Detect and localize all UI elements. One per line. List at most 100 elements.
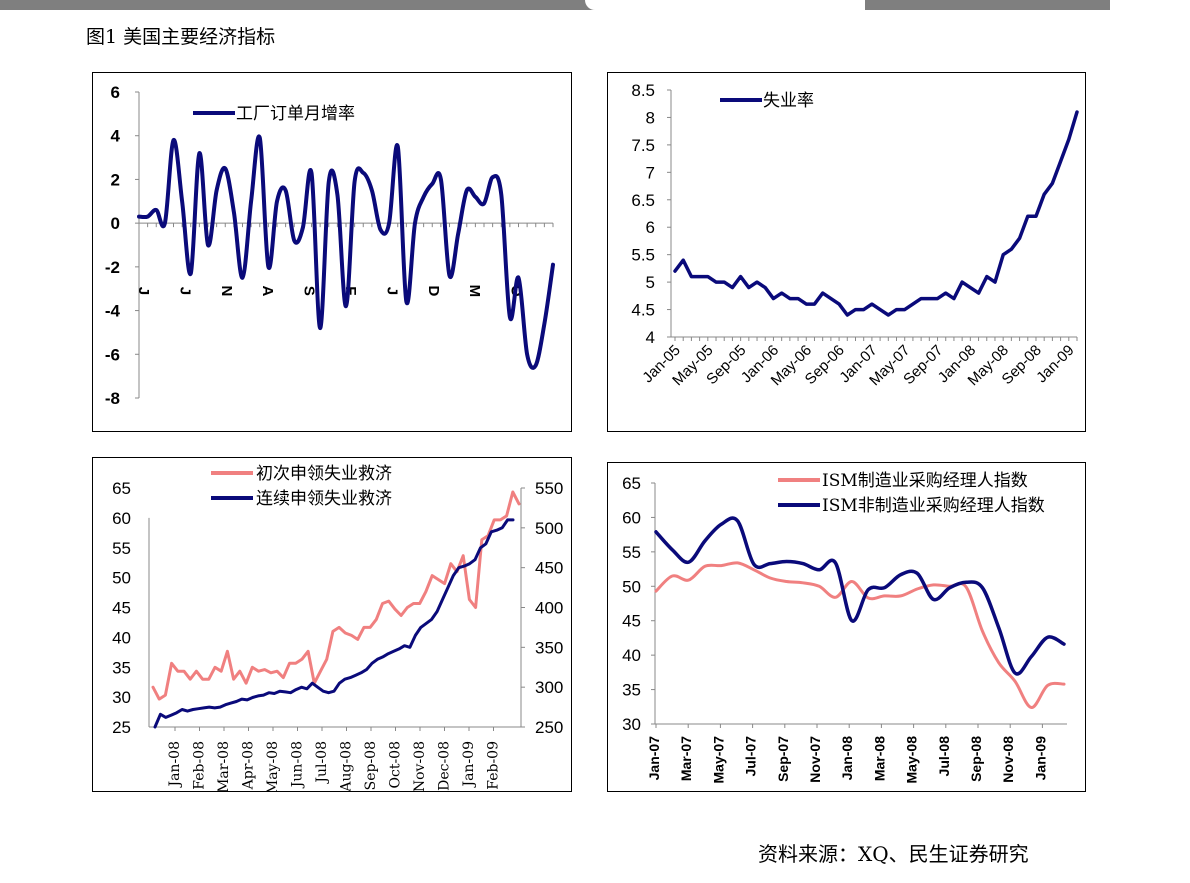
x-tick-label: Sep-08 <box>363 741 379 790</box>
x-tick-label: Nov-07 <box>807 736 823 783</box>
x-tick-label: N <box>218 285 235 296</box>
header-tab <box>585 0 865 10</box>
x-tick-label: Apr-08 <box>241 741 257 790</box>
x-tick-label: Feb-09 <box>486 741 502 790</box>
figure-title: 图1 美国主要经济指标 <box>86 26 276 48</box>
y-left-tick-label: 35 <box>112 658 131 677</box>
y-left-tick-label: 30 <box>112 688 131 707</box>
y-left-tick-label: 55 <box>112 539 131 558</box>
legend-label-initial: 初次申领失业救济 <box>256 464 392 484</box>
y-tick-label: 5 <box>646 273 655 292</box>
y-tick-label: 4 <box>111 127 121 146</box>
y-right-tick-label: 450 <box>535 559 563 578</box>
x-tick-label: Jan-09 <box>1033 342 1077 386</box>
y-tick-label: 45 <box>622 612 641 631</box>
x-tick-label: Jan-09 <box>461 741 477 789</box>
x-tick-label: Dec-08 <box>437 741 453 791</box>
y-tick-label: 7.5 <box>631 136 655 155</box>
panel-ism-indices: 30 35 40 45 50 55 60 65 Jan-07 Mar-07 May-07 Jul-07… <box>607 462 1086 792</box>
x-tick-label: Oct-08 <box>388 741 404 789</box>
series-line <box>137 134 555 370</box>
y-tick-label: -6 <box>105 345 120 364</box>
y-tick-label: 6 <box>646 218 655 237</box>
y-tick-label: 6.5 <box>631 191 655 210</box>
panel-jobless-claims: 25 30 35 40 45 50 55 60 65 250 300 350 400 450 500 550 J… <box>92 457 572 792</box>
y-left-tick-label: 65 <box>112 479 131 498</box>
y-right-tick-label: 350 <box>535 638 563 657</box>
x-tick-label: Mar-07 <box>678 736 694 781</box>
x-tick-label: Sep-08 <box>968 736 984 782</box>
x-tick-label: Nov-08 <box>1000 736 1016 783</box>
y-tick-label: -4 <box>105 302 121 321</box>
x-tick-label: Jan-08 <box>839 736 855 781</box>
x-tick-label: Sep-07 <box>775 736 791 782</box>
y-left-tick-label: 45 <box>112 599 131 618</box>
x-tick-label: Aug-08 <box>339 741 355 791</box>
y-tick-label: 50 <box>622 577 641 596</box>
y-tick-label: 4.5 <box>631 301 655 320</box>
x-tick-label: May-08 <box>265 741 281 791</box>
x-tick-label: J <box>176 287 193 295</box>
source-note: 资料来源：XQ、民生证券研究 <box>758 842 1029 866</box>
x-tick-label: Jul-07 <box>743 736 759 777</box>
x-tick-label: J <box>383 287 400 295</box>
x-tick-label: May-07 <box>710 736 726 784</box>
legend-label: 工厂订单月增率 <box>236 104 355 124</box>
series-line <box>673 110 1079 317</box>
x-tick-label: F <box>342 286 359 295</box>
y-tick-label: 60 <box>622 508 641 527</box>
y-tick-label: 0 <box>111 214 120 233</box>
x-tick-label: J <box>135 287 152 295</box>
y-right-tick-label: 400 <box>535 599 563 618</box>
x-tick-label: Jul-08 <box>936 736 952 777</box>
manufacturing-line <box>654 561 1066 709</box>
legend-label-non-manufacturing: ISM非制造业采购经理人指数 <box>822 496 1045 516</box>
y-tick-label: 40 <box>622 646 641 665</box>
x-tick-label: Nov-08 <box>412 741 428 791</box>
chart-unemployment: 44.555.566.577.588.5Jan-05May-05Sep-05Ja… <box>631 81 1079 389</box>
y-right-tick-label: 550 <box>535 479 563 498</box>
x-tick-label: Mar-08 <box>216 741 232 791</box>
legend-label-manufacturing: ISM制造业采购经理人指数 <box>822 471 1028 491</box>
y-tick-label: 55 <box>622 543 641 562</box>
y-tick-label: -8 <box>105 389 120 408</box>
header-bar <box>0 0 1110 10</box>
y-right-tick-label: 300 <box>535 678 563 697</box>
y-tick-label: 35 <box>622 681 641 700</box>
x-tick-label: Jun-08 <box>290 741 306 789</box>
x-tick-label: D <box>425 285 442 296</box>
y-tick-label: 8.5 <box>631 81 655 100</box>
x-tick-label: M <box>466 285 483 298</box>
panel-factory-orders: -8 -6 -4 -2 0 2 4 6 J J N A S F J D M O 工厂订单月增率 <box>92 72 572 432</box>
y-tick-label: 65 <box>622 474 641 493</box>
y-tick-label: 6 <box>111 83 120 102</box>
x-tick-label: A <box>259 285 276 296</box>
non-manufacturing-line <box>654 516 1066 676</box>
chart-jobless-claims: 25 30 35 40 45 50 55 60 65 250 300 350 400 450 500 550 J… <box>112 464 563 791</box>
y-tick-label: 2 <box>111 170 120 189</box>
y-right-tick-label: 250 <box>535 718 563 737</box>
legend-label-continuing: 连续申领失业救济 <box>256 489 392 509</box>
y-left-tick-label: 60 <box>112 509 131 528</box>
y-tick-label: 7 <box>646 163 655 182</box>
continuing-claims-line <box>153 518 515 729</box>
panel-unemployment: 4 4.5 5 5.5 6 6.5 7 7.5 8 8.5 Jan-05 May-05 Sep-05 Ja… <box>607 72 1086 432</box>
y-left-tick-label: 50 <box>112 569 131 588</box>
x-tick-label: May-08 <box>904 736 920 784</box>
y-tick-label: 4 <box>646 328 655 347</box>
y-left-tick-label: 25 <box>112 718 131 737</box>
x-tick-label: Jul-08 <box>314 741 330 785</box>
y-right-tick-label: 500 <box>535 519 563 538</box>
chart-ism-indices: 30 35 40 45 50 55 60 65 Jan-07 Mar-07 May-07 Jul-07… <box>622 471 1067 784</box>
initial-claims-line <box>151 490 521 701</box>
x-tick-label: Jan-09 <box>1032 736 1048 781</box>
y-tick-label: 30 <box>622 715 641 734</box>
x-tick-label: Jan-08 <box>167 741 183 789</box>
legend-label: 失业率 <box>763 91 814 111</box>
y-tick-label: 5.5 <box>631 246 655 265</box>
y-tick-label: -2 <box>105 258 120 277</box>
y-left-tick-label: 40 <box>112 628 131 647</box>
y-tick-label: 8 <box>646 108 655 127</box>
x-tick-label: Jan-07 <box>646 736 662 781</box>
